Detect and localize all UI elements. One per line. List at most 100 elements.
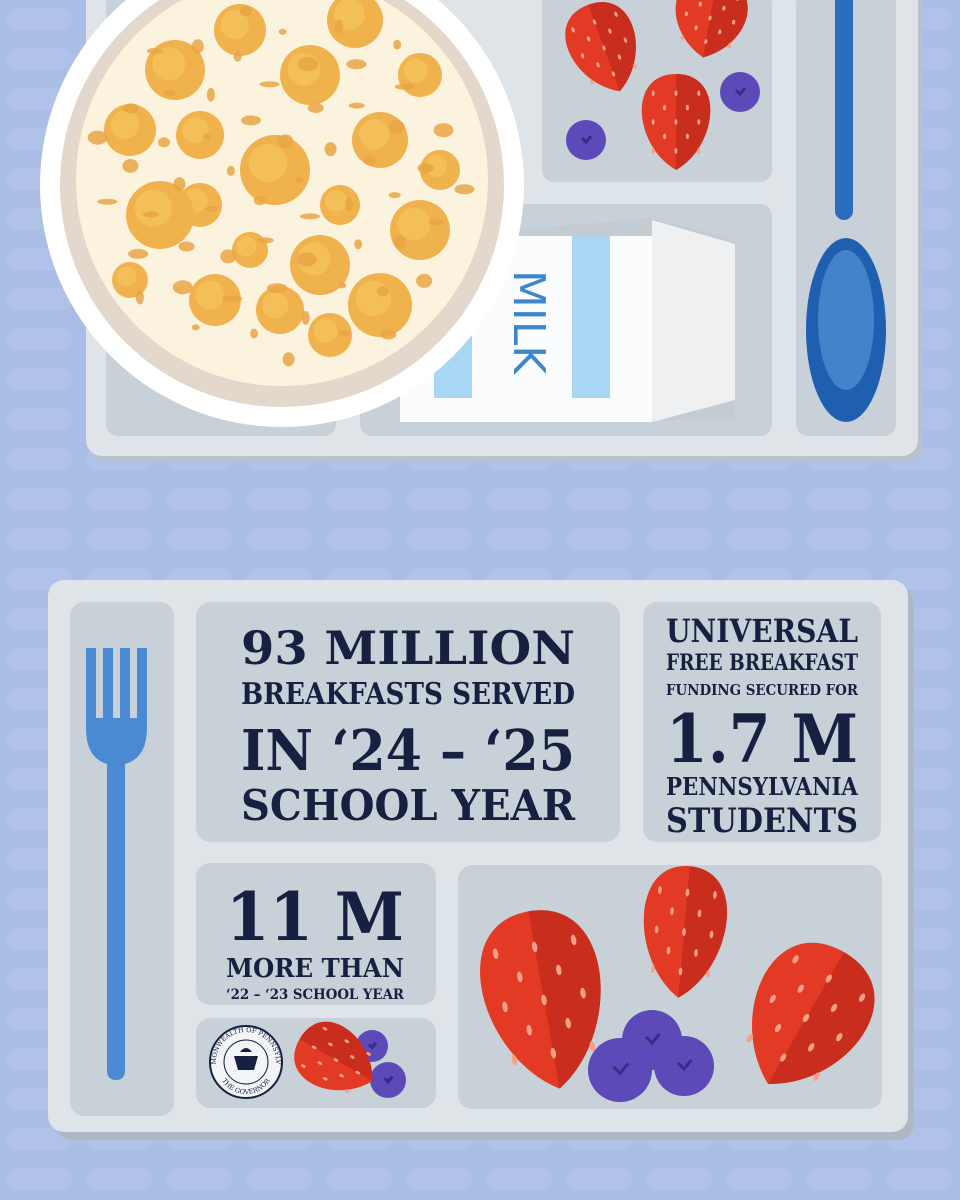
strawberry-seed [727, 43, 732, 49]
strawberry-seed [713, 891, 717, 899]
strawberry-seed [511, 1054, 518, 1066]
cereal-shine [116, 266, 137, 287]
cereal-crumb [172, 280, 193, 295]
strawberry-seed [678, 967, 683, 976]
cereal-crumb [278, 28, 287, 35]
cereal-crumb [433, 123, 454, 138]
strawberry-seed [492, 948, 499, 960]
cereal-shine [356, 281, 392, 317]
cereal-shine [248, 143, 288, 183]
cereal-crumb [191, 324, 200, 331]
cereal-crumb [454, 184, 475, 195]
cereal-shine [152, 47, 186, 81]
strawberry-seed [674, 147, 678, 154]
cereal-crumb [324, 142, 337, 157]
cereal-crumb [307, 103, 324, 114]
strawberry-seed [556, 964, 562, 976]
cereal-crumb [128, 248, 149, 259]
cereal-crumb [345, 197, 354, 212]
cereal-crumb [376, 286, 389, 297]
strawberry-seed [651, 119, 655, 125]
cereal-crumb [253, 195, 266, 206]
strawberry-seed [670, 907, 674, 916]
cereal-crumb [241, 115, 262, 126]
cereal-crumb [173, 177, 186, 192]
spoon-shine [818, 250, 874, 390]
cereal-shine [359, 118, 390, 150]
cereal-crumb [206, 87, 215, 102]
strawberry-seed [836, 1033, 843, 1042]
cereal-crumb [428, 219, 445, 226]
strawberry-seed [526, 1024, 532, 1036]
strawberry-seed [571, 27, 575, 33]
strawberry-seed [602, 45, 606, 51]
cereal-crumb [417, 163, 434, 174]
bottom-tray: 93 MILLION BREAKFASTS SERVED IN ‘24 – ‘2… [0, 0, 914, 1140]
strawberry-shade [299, 1021, 373, 1081]
strawberry-seed [706, 969, 710, 978]
cereal-crumb [301, 310, 310, 325]
strawberry-seed [697, 90, 701, 97]
strawberry-seed [617, 54, 622, 60]
stat-line: SCHOOL YEAR [241, 781, 576, 830]
strawberry-seed [550, 1047, 557, 1059]
cereal-crumb [298, 56, 319, 71]
strawberry-seed [366, 1052, 371, 1056]
stat-line: ‘22 – ‘23 SCHOOL YEAR [226, 987, 404, 1003]
strawberry-seed [694, 25, 698, 31]
cereal-crumb [354, 239, 363, 250]
cereal-crumb [250, 328, 259, 339]
cereal-crumb [135, 290, 144, 305]
strawberry-seed [586, 36, 591, 42]
fruit [565, 0, 760, 170]
cereal-crumb [178, 241, 195, 252]
strawberry-seed [674, 119, 678, 125]
spoon-handle [835, 0, 853, 220]
carton-stripe [572, 236, 610, 398]
milk-carton-side [652, 220, 735, 422]
cereal-shine [195, 280, 225, 310]
cereal-shine [262, 292, 289, 319]
strawberry-seed [651, 90, 655, 97]
cereal [87, 0, 475, 367]
strawberry-seed [666, 946, 671, 955]
stat-line: MORE THAN [226, 954, 404, 984]
strawberry-seed [651, 147, 655, 154]
strawberry-seed [663, 104, 667, 111]
blueberry-crown [676, 1059, 693, 1072]
cereal-crumb [338, 282, 347, 289]
strawberry-seed [541, 994, 547, 1006]
cereal-crumb [202, 133, 211, 140]
stat-line: PENNSYLVANIA [666, 772, 858, 801]
cereal-shine [220, 10, 250, 40]
strawberry-seed [685, 133, 689, 140]
strawberry-seed [596, 62, 600, 68]
cereal-crumb [388, 192, 401, 199]
blueberry-crown [383, 1075, 394, 1085]
cereal-crumb [295, 177, 304, 183]
strawberry [641, 74, 711, 170]
strawberry-seed [328, 1042, 333, 1047]
strawberry-seed [780, 1053, 787, 1062]
strawberry-shade [588, 2, 636, 92]
cereal-crumb [239, 6, 252, 17]
strawberry-seed [344, 1039, 350, 1044]
cereal-crumb [277, 134, 294, 149]
strawberry-seed [654, 925, 659, 934]
top-tray: MILK [40, 0, 922, 462]
seal-ring [223, 1039, 269, 1085]
cereal-shine [182, 117, 209, 144]
cereal-shine [134, 189, 172, 227]
strawberry-seed [608, 28, 612, 34]
strawberry-seed [708, 15, 712, 21]
strawberry-seed [697, 119, 701, 125]
cereal-crumb [267, 283, 288, 294]
cereal-shine [397, 207, 431, 241]
strawberry-seed [802, 1013, 810, 1023]
cereal-crumb [364, 155, 377, 166]
strawberry-seed [344, 1089, 350, 1094]
strawberry [294, 1021, 373, 1094]
cereal-crumb [143, 211, 160, 218]
